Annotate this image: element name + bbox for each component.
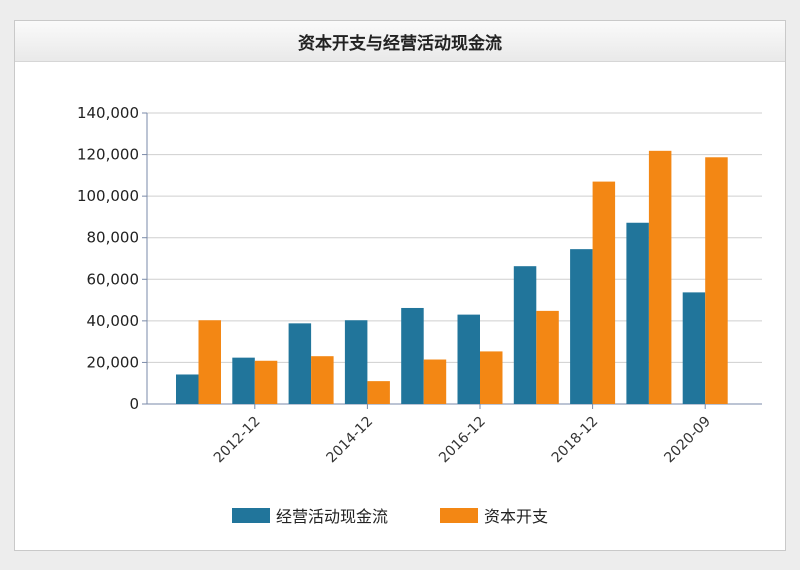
legend-capex-swatch <box>440 508 478 523</box>
operating-cashflow-bar <box>570 249 593 404</box>
capex-bar <box>423 359 447 404</box>
operating-cashflow-bar <box>401 307 424 404</box>
y-tick-label: 140,000 <box>77 104 139 122</box>
y-tick-label: 0 <box>129 395 139 413</box>
x-tick-label: 2014-12 <box>324 414 377 467</box>
operating-cashflow-bar <box>176 374 199 404</box>
capex-bar <box>705 157 728 404</box>
operating-cashflow-bar <box>232 357 255 404</box>
capex-bar <box>311 356 334 404</box>
operating-cashflow-bar <box>288 323 312 404</box>
operating-cashflow-bar <box>682 292 706 404</box>
y-tick-label: 120,000 <box>77 146 139 164</box>
x-tick-label: 2018-12 <box>549 414 602 467</box>
capex-bar <box>198 320 221 404</box>
y-tick-label: 20,000 <box>87 353 140 371</box>
capex-bar <box>254 360 278 404</box>
capex-bar <box>480 351 503 404</box>
operating-cashflow-bar <box>626 222 649 404</box>
chart-title: 资本开支与经营活动现金流 <box>15 21 785 62</box>
x-tick-label: 2012-12 <box>211 414 264 467</box>
y-tick-label: 80,000 <box>87 229 140 247</box>
capex-bar <box>592 181 616 404</box>
operating-cashflow-bar <box>457 314 480 404</box>
x-tick-label: 2020-09 <box>661 414 714 467</box>
y-tick-label: 40,000 <box>87 312 140 330</box>
x-tick-label: 2016-12 <box>436 414 489 467</box>
legend-operating-label: 经营活动现金流 <box>276 507 388 526</box>
capex-bar <box>648 150 672 404</box>
operating-cashflow-bar <box>344 320 368 404</box>
legend-operating-swatch <box>232 508 270 523</box>
capex-bar <box>367 381 390 404</box>
capex-bar <box>536 310 559 404</box>
y-tick-label: 100,000 <box>77 187 139 205</box>
y-tick-label: 60,000 <box>87 270 140 288</box>
legend-capex-label: 资本开支 <box>484 507 548 526</box>
operating-cashflow-bar <box>513 266 537 404</box>
